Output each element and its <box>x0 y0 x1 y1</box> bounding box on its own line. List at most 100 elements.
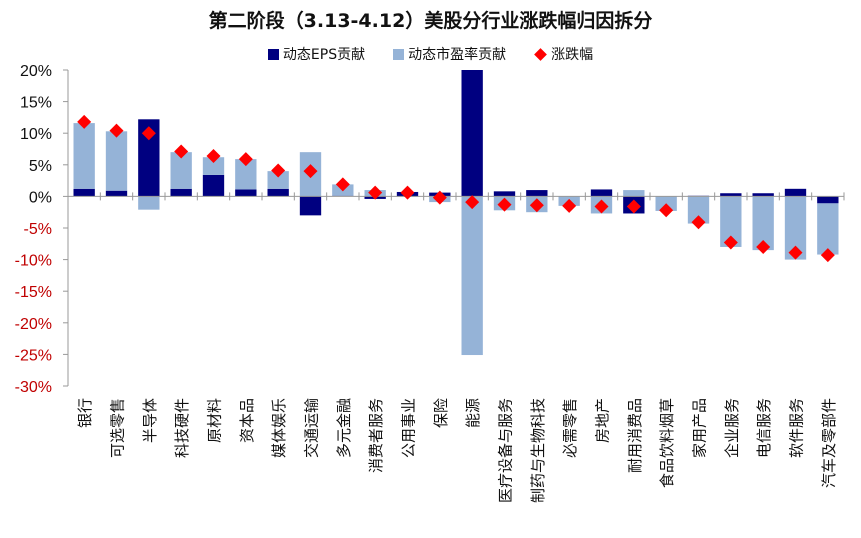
marker-change <box>691 215 706 230</box>
x-tick-label: 原材料 <box>206 398 224 443</box>
marker-change <box>174 144 189 159</box>
bar-pe <box>720 196 742 247</box>
x-tick-label: 多元金融 <box>335 398 353 458</box>
y-tick-label: 20% <box>20 63 52 80</box>
y-tick-label: 0% <box>29 189 52 206</box>
bar-pe <box>73 123 95 189</box>
x-tick-label: 资本品 <box>238 398 256 443</box>
bar-eps <box>720 193 742 197</box>
x-tick-label: 制药与生物科技 <box>529 398 547 503</box>
x-tick-label: 食品饮料烟草 <box>658 398 676 488</box>
marker-change <box>626 199 641 214</box>
bar-eps <box>461 70 483 197</box>
legend-label: 动态EPS贡献 <box>282 47 366 63</box>
legend-item-eps: 动态EPS贡献 <box>267 44 366 64</box>
x-tick-label: 科技硬件 <box>173 398 191 458</box>
legend-label: 涨跌幅 <box>551 47 594 63</box>
x-tick-label: 能源 <box>464 398 482 428</box>
bar-eps <box>752 193 774 197</box>
marker-change <box>109 123 124 138</box>
marker-change <box>432 190 447 205</box>
bar-eps <box>590 189 613 197</box>
legend-label: 动态市盈率贡献 <box>408 47 507 63</box>
y-tick-label: 15% <box>20 95 52 112</box>
marker-change <box>238 152 253 167</box>
marker-change <box>529 198 544 213</box>
bar-eps <box>299 196 322 216</box>
legend-item-pe: 动态市盈率贡献 <box>393 44 506 64</box>
marker-change <box>335 177 350 192</box>
x-tick-label: 房地产 <box>594 398 612 443</box>
marker-change <box>594 199 609 214</box>
y-tick-label: -20% <box>15 316 52 333</box>
y-tick-label: -5% <box>24 221 52 238</box>
bar-pe <box>202 157 225 175</box>
y-tick-label: -30% <box>15 379 52 396</box>
bar-pe <box>752 196 774 251</box>
x-tick-label: 耐用消费品 <box>626 398 644 473</box>
x-tick-label: 汽车及零部件 <box>820 398 838 488</box>
x-tick-label: 医疗设备与服务 <box>497 398 515 503</box>
x-tick-label: 媒体娱乐 <box>270 398 288 458</box>
bar-eps <box>784 188 807 197</box>
bar-pe <box>267 171 289 189</box>
bar-pe <box>138 196 160 210</box>
marker-change <box>497 197 512 212</box>
x-tick-label: 可选零售 <box>109 398 127 458</box>
bar-eps <box>138 119 160 197</box>
bar-pe <box>687 196 710 224</box>
x-tick-label: 必需零售 <box>561 398 579 458</box>
bar-eps <box>267 188 289 197</box>
bar-pe <box>817 203 839 255</box>
marker-change <box>723 235 738 250</box>
marker-change <box>562 198 577 213</box>
x-tick-label: 公用事业 <box>400 398 418 458</box>
marker-change <box>271 163 286 178</box>
x-tick-label: 交通运输 <box>303 398 321 458</box>
bar-eps <box>235 189 257 197</box>
marker-change <box>659 203 674 218</box>
y-tick-label: -10% <box>15 253 52 270</box>
bar-eps <box>105 190 128 197</box>
y-tick-label: -15% <box>15 284 52 301</box>
marker-change <box>206 148 221 163</box>
marker-change <box>756 239 771 254</box>
bar-eps <box>170 188 192 197</box>
y-tick-label: -25% <box>15 347 52 364</box>
marker-change <box>141 126 156 141</box>
x-tick-label: 半导体 <box>141 398 159 443</box>
legend: 动态EPS贡献 动态市盈率贡献 涨跌幅 <box>0 44 861 64</box>
marker-change <box>303 164 318 179</box>
bar-pe <box>623 190 645 197</box>
legend-item-change: 涨跌幅 <box>534 44 593 64</box>
bar-pe <box>170 152 192 189</box>
bar-pe <box>784 196 807 260</box>
marker-change <box>77 114 92 129</box>
y-tick-label: 5% <box>29 158 52 175</box>
marker-change <box>820 248 835 263</box>
bar-eps <box>202 174 225 197</box>
bar-eps <box>817 196 839 204</box>
x-tick-label: 家用产品 <box>691 398 709 458</box>
bar-pe <box>105 131 128 191</box>
legend-swatch-eps <box>267 48 279 60</box>
x-tick-label: 企业服务 <box>723 398 741 458</box>
bar-eps <box>73 188 95 197</box>
bar-eps <box>526 190 548 197</box>
bar-pe <box>461 196 483 356</box>
x-tick-label: 消费者服务 <box>367 398 385 473</box>
chart-title: 第二阶段（3.13-4.12）美股分行业涨跌幅归因拆分 <box>208 10 653 32</box>
legend-swatch-pe <box>393 48 405 60</box>
bar-pe <box>235 159 257 190</box>
marker-change <box>368 185 383 200</box>
x-tick-label: 电信服务 <box>755 398 773 458</box>
marker-change <box>788 245 803 260</box>
x-tick-label: 银行 <box>76 398 94 428</box>
bar-eps <box>493 191 516 197</box>
x-tick-label: 软件服务 <box>788 398 806 458</box>
x-tick-label: 保险 <box>432 398 450 428</box>
marker-change <box>400 185 415 200</box>
y-tick-label: 10% <box>20 126 52 143</box>
